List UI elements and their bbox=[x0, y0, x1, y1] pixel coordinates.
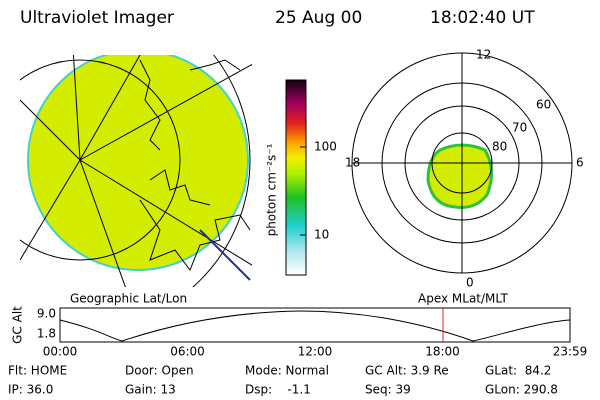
colorbar-label: photon cm⁻²s⁻¹ bbox=[265, 143, 279, 236]
lat-label: 80 bbox=[492, 140, 507, 154]
altitude-x-tick: 23:59 bbox=[553, 345, 588, 359]
status-field: Seq: 39 bbox=[365, 383, 411, 397]
mlt-label: 18 bbox=[345, 156, 360, 170]
status-field: Mode: Normal bbox=[245, 364, 329, 378]
status-field: Gain: 13 bbox=[125, 383, 176, 397]
mlt-label: 6 bbox=[576, 156, 584, 170]
status-field: GC Alt: 3.9 Re bbox=[365, 364, 449, 378]
status-field: Dsp: -1.1 bbox=[245, 383, 311, 397]
altitude-plot-frame bbox=[59, 307, 571, 343]
status-field: Flt: HOME bbox=[8, 364, 67, 378]
altitude-axis-label: GC Alt bbox=[11, 306, 25, 344]
status-field: IP: 36.0 bbox=[8, 383, 53, 397]
colorbar-tick-label: 100 bbox=[314, 140, 337, 154]
time: 18:02:40 UT bbox=[430, 8, 535, 28]
altitude-x-tick: 12:00 bbox=[298, 345, 333, 359]
altitude-x-tick: 18:00 bbox=[425, 345, 460, 359]
altitude-y-tick: 1.8 bbox=[37, 327, 56, 341]
status-field: Door: Open bbox=[125, 364, 194, 378]
status-field: GLon: 290.8 bbox=[485, 383, 558, 397]
title: Ultraviolet Imager bbox=[20, 8, 174, 28]
mlt-label: 0 bbox=[466, 276, 474, 290]
panel-title: Geographic Lat/Lon bbox=[70, 292, 187, 306]
colorbar bbox=[285, 79, 307, 276]
altitude-x-tick: 00:00 bbox=[43, 345, 78, 359]
altitude-y-tick: 9.0 bbox=[37, 307, 56, 321]
colorbar-tick-label: 10 bbox=[314, 228, 329, 242]
status-field: GLat: 84.2 bbox=[485, 364, 551, 378]
polar-plot bbox=[351, 52, 573, 274]
altitude-x-tick: 06:00 bbox=[170, 345, 205, 359]
geographic-image bbox=[20, 55, 252, 287]
lat-label: 60 bbox=[536, 98, 551, 112]
date: 25 Aug 00 bbox=[275, 8, 362, 28]
altitude-curve bbox=[59, 310, 571, 342]
lat-label: 70 bbox=[512, 121, 527, 135]
mlt-label: 12 bbox=[476, 48, 491, 62]
panel-title: Apex MLat/MLT bbox=[418, 292, 508, 306]
